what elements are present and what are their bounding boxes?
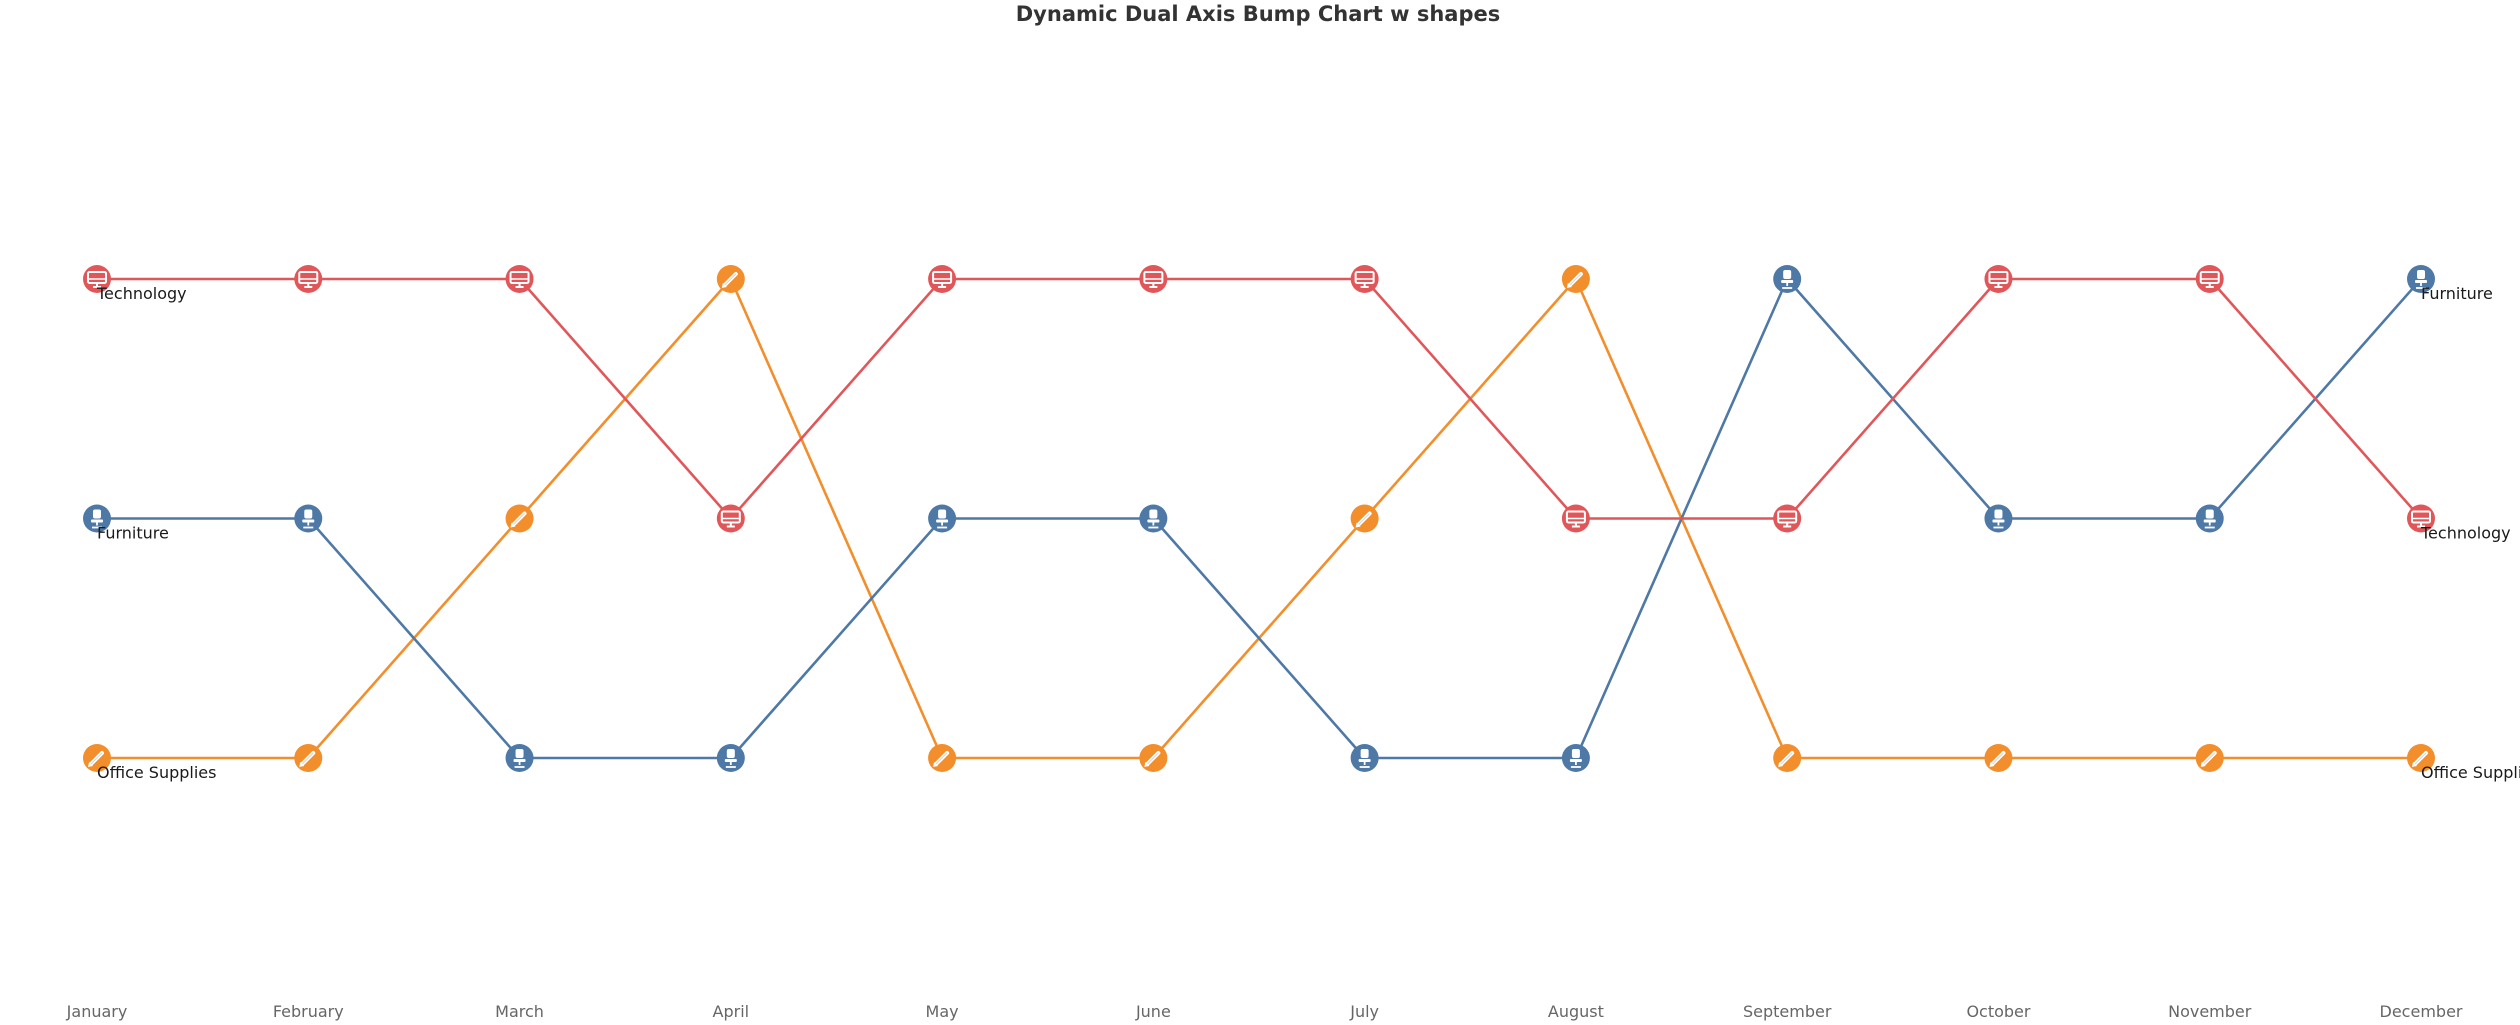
chair-icon bbox=[1569, 749, 1582, 768]
chart-title: Dynamic Dual Axis Bump Chart w shapes bbox=[1016, 2, 1500, 26]
marker-technology-april[interactable] bbox=[716, 504, 745, 533]
x-tick-label-january: January bbox=[66, 1002, 128, 1021]
x-tick-label-december: December bbox=[2380, 1002, 2463, 1021]
chair-icon bbox=[1147, 509, 1160, 529]
pencil-icon bbox=[2200, 751, 2217, 767]
pencil-icon bbox=[510, 511, 527, 528]
marker-technology-january[interactable] bbox=[83, 265, 111, 293]
marker-office-supplies-may[interactable] bbox=[928, 744, 957, 772]
marker-office-supplies-february[interactable] bbox=[294, 744, 323, 772]
marker-office-supplies-july[interactable] bbox=[1350, 504, 1379, 533]
series-line-technology bbox=[97, 277, 2422, 520]
marker-furniture-may[interactable] bbox=[928, 504, 957, 533]
marker-office-supplies-june[interactable] bbox=[1139, 744, 1168, 772]
marker-furniture-june[interactable] bbox=[1139, 504, 1168, 533]
marker-technology-december[interactable] bbox=[2407, 504, 2435, 533]
pencil-icon bbox=[1566, 272, 1583, 288]
monitor-icon bbox=[2199, 271, 2220, 288]
marker-furniture-december[interactable] bbox=[2407, 265, 2435, 293]
x-axis: January February March April May June July Augu… bbox=[66, 1002, 2463, 1021]
pencil-icon bbox=[933, 751, 950, 767]
x-tick-label-august: August bbox=[1548, 1002, 1604, 1021]
marker-furniture-march[interactable] bbox=[505, 744, 534, 772]
pencil-icon bbox=[299, 751, 316, 767]
marker-furniture-september[interactable] bbox=[1773, 265, 1802, 293]
pencil-icon bbox=[1355, 511, 1372, 528]
x-tick-label-september: September bbox=[1743, 1002, 1832, 1021]
marker-furniture-january[interactable] bbox=[83, 504, 111, 533]
marker-office-supplies-december[interactable] bbox=[2407, 744, 2435, 772]
x-tick-label-november: November bbox=[2168, 1002, 2252, 1021]
chair-icon bbox=[513, 749, 526, 768]
chair-icon bbox=[91, 509, 103, 529]
marker-furniture-november[interactable] bbox=[2195, 504, 2224, 533]
marker-technology-september[interactable] bbox=[1773, 504, 1802, 533]
chair-icon bbox=[936, 509, 949, 529]
series-label-left-technology: Technology bbox=[96, 284, 187, 303]
series-lines bbox=[97, 277, 2422, 760]
pencil-icon bbox=[1778, 751, 1795, 767]
marker-furniture-april[interactable] bbox=[716, 744, 745, 772]
chair-icon bbox=[2203, 509, 2216, 529]
chair-icon bbox=[302, 509, 315, 529]
series-label-left-office-supplies: Office Supplies bbox=[97, 763, 216, 782]
monitor-icon bbox=[932, 271, 953, 288]
pencil-icon bbox=[1144, 751, 1161, 767]
marker-technology-august[interactable] bbox=[1561, 504, 1590, 533]
monitor-icon bbox=[1143, 271, 1164, 288]
x-tick-label-march: March bbox=[495, 1002, 544, 1021]
series-labels: Technology Technology Furniture Furniture Of… bbox=[96, 284, 2520, 782]
marker-technology-june[interactable] bbox=[1139, 265, 1168, 293]
monitor-icon bbox=[1565, 510, 1586, 528]
x-tick-label-june: June bbox=[1135, 1002, 1171, 1021]
series-line-furniture bbox=[97, 277, 2422, 760]
pencil-icon bbox=[1989, 751, 2006, 767]
marker-technology-july[interactable] bbox=[1350, 265, 1379, 293]
chair-icon bbox=[1781, 270, 1794, 289]
chair-icon bbox=[1358, 749, 1371, 768]
marker-furniture-july[interactable] bbox=[1350, 744, 1379, 772]
marker-technology-february[interactable] bbox=[294, 265, 323, 293]
monitor-icon bbox=[720, 510, 741, 528]
marker-office-supplies-march[interactable] bbox=[505, 504, 534, 533]
series-label-right-technology: Technology bbox=[2420, 524, 2511, 543]
series-label-right-office-supplies: Office Supplies bbox=[2421, 763, 2520, 782]
marker-office-supplies-october[interactable] bbox=[1984, 744, 2013, 772]
x-tick-label-july: July bbox=[1349, 1002, 1379, 1021]
marker-office-supplies-september[interactable] bbox=[1773, 744, 1802, 772]
pencil-icon bbox=[2412, 751, 2428, 767]
marker-office-supplies-april[interactable] bbox=[716, 265, 745, 293]
x-tick-label-may: May bbox=[926, 1002, 959, 1021]
marker-technology-may[interactable] bbox=[928, 265, 957, 293]
series-markers bbox=[83, 265, 2435, 772]
monitor-icon bbox=[1988, 271, 2009, 288]
x-tick-label-october: October bbox=[1966, 1002, 2030, 1021]
monitor-icon bbox=[509, 271, 530, 288]
marker-technology-march[interactable] bbox=[505, 265, 534, 293]
x-tick-label-february: February bbox=[273, 1002, 344, 1021]
series-label-left-furniture: Furniture bbox=[97, 524, 169, 543]
marker-office-supplies-january[interactable] bbox=[83, 744, 111, 772]
marker-office-supplies-august[interactable] bbox=[1561, 265, 1590, 293]
chair-icon bbox=[724, 749, 737, 768]
marker-technology-november[interactable] bbox=[2195, 265, 2224, 293]
series-label-right-furniture: Furniture bbox=[2421, 284, 2493, 303]
monitor-icon bbox=[298, 271, 319, 288]
pencil-icon bbox=[721, 272, 738, 288]
monitor-icon bbox=[87, 271, 107, 288]
x-tick-label-april: April bbox=[713, 1002, 750, 1021]
pencil-icon bbox=[88, 751, 104, 767]
marker-technology-october[interactable] bbox=[1984, 265, 2013, 293]
monitor-icon bbox=[2411, 510, 2431, 528]
chair-icon bbox=[2415, 270, 2427, 289]
monitor-icon bbox=[1354, 271, 1375, 288]
monitor-icon bbox=[1777, 510, 1798, 528]
marker-furniture-october[interactable] bbox=[1984, 504, 2013, 533]
marker-furniture-february[interactable] bbox=[294, 504, 323, 533]
marker-office-supplies-november[interactable] bbox=[2195, 744, 2224, 772]
marker-furniture-august[interactable] bbox=[1561, 744, 1590, 772]
chair-icon bbox=[1992, 509, 2005, 529]
